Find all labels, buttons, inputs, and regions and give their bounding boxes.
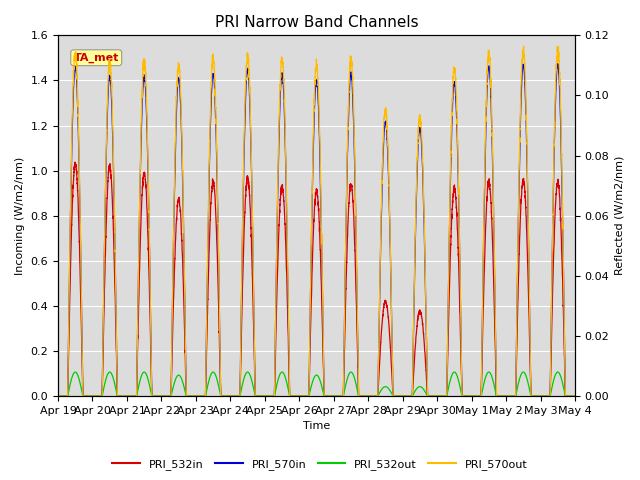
PRI_532out (571, 393, 579, 399)
Legend: PRI_532in, PRI_570in, PRI_532out, PRI_570out: PRI_532in, PRI_570in, PRI_532out, PRI_57… (108, 455, 532, 474)
Y-axis label: Incoming (W/m2/nm): Incoming (W/m2/nm) (15, 156, 25, 275)
PRI_570out (520, 43, 527, 49)
Y-axis label: Reflected (W/m2/nm): Reflected (W/m2/nm) (615, 156, 625, 276)
PRI_570out (297, 393, 305, 399)
Line: PRI_532in: PRI_532in (58, 162, 575, 396)
PRI_532out (432, 393, 440, 399)
PRI_532out (404, 393, 412, 399)
PRI_532in (147, 360, 155, 365)
PRI_532in (71, 159, 79, 165)
Line: PRI_532out: PRI_532out (58, 372, 575, 396)
Title: PRI Narrow Band Channels: PRI Narrow Band Channels (214, 15, 419, 30)
PRI_532out (570, 393, 578, 399)
PRI_532in (432, 393, 440, 399)
Line: PRI_570out: PRI_570out (58, 46, 575, 396)
PRI_570in (432, 393, 440, 399)
PRI_532in (297, 393, 305, 399)
PRI_570out (54, 393, 62, 399)
PRI_570in (147, 336, 155, 341)
PRI_532in (571, 393, 579, 399)
PRI_532out (54, 393, 62, 399)
Text: TA_met: TA_met (74, 53, 119, 63)
PRI_570in (297, 393, 305, 399)
X-axis label: Time: Time (303, 421, 330, 432)
Line: PRI_570in: PRI_570in (58, 64, 575, 396)
PRI_532in (570, 393, 578, 399)
PRI_570out (404, 393, 412, 399)
PRI_532out (461, 393, 469, 399)
PRI_570out (461, 393, 469, 399)
PRI_532in (461, 393, 469, 399)
PRI_532out (297, 393, 305, 399)
PRI_570out (147, 334, 155, 340)
PRI_532out (147, 390, 155, 396)
PRI_570in (54, 393, 62, 399)
PRI_570out (432, 393, 440, 399)
PRI_532in (404, 393, 412, 399)
PRI_570out (570, 393, 578, 399)
PRI_570in (461, 393, 469, 399)
PRI_532out (72, 369, 79, 375)
PRI_570in (554, 61, 562, 67)
PRI_570in (571, 393, 579, 399)
PRI_532in (54, 393, 62, 399)
PRI_570in (570, 393, 578, 399)
PRI_570in (404, 393, 412, 399)
PRI_570out (571, 393, 579, 399)
